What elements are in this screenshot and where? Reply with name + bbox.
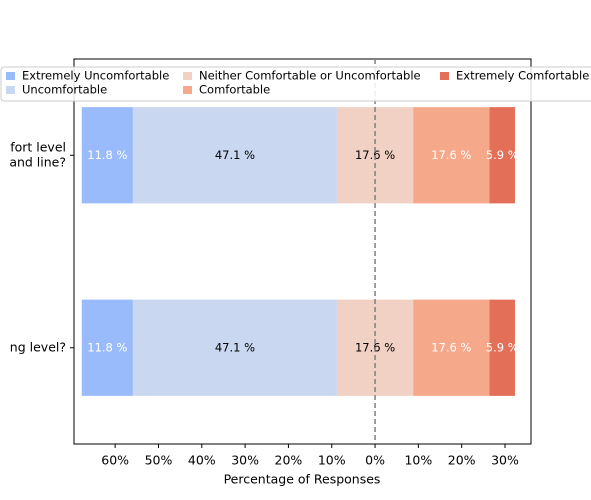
- data-label: 5.9 %: [486, 148, 519, 162]
- bar-segment: [413, 107, 490, 204]
- legend-swatch: [183, 72, 192, 80]
- x-tick-label: 20%: [448, 453, 476, 468]
- data-label: 17.6 %: [431, 340, 471, 354]
- data-label: 5.9 %: [486, 340, 519, 354]
- legend-label: Extremely Comfortable: [456, 69, 589, 83]
- data-label: 47.1 %: [215, 148, 255, 162]
- bar-segment: [489, 107, 515, 204]
- legend-label: Comfortable: [199, 83, 270, 97]
- legend-swatch: [183, 86, 192, 94]
- y-tick-label: fort level: [10, 139, 66, 154]
- legend-label: Extremely Uncomfortable: [22, 69, 169, 83]
- y-tick-label: ng level?: [10, 339, 66, 354]
- bar-segment: [81, 299, 133, 396]
- data-label: 11.8 %: [87, 340, 127, 354]
- bar-segment: [489, 299, 515, 396]
- bar-segment: [413, 299, 490, 396]
- x-tick-label: 30%: [491, 453, 519, 468]
- legend-swatch: [440, 72, 449, 80]
- x-axis-label: Percentage of Responses: [224, 472, 381, 487]
- data-label: 17.6 %: [355, 148, 395, 162]
- y-tick-label: and line?: [9, 154, 66, 169]
- x-tick-label: 60%: [101, 453, 129, 468]
- legend-swatch: [6, 86, 15, 94]
- x-tick-label: 20%: [275, 453, 303, 468]
- axes-frame: [73, 58, 532, 445]
- x-tick-label: 0%: [365, 453, 385, 468]
- bar-segment: [132, 299, 337, 396]
- legend-label: Neither Comfortable or Uncomfortable: [199, 69, 421, 83]
- bar-segment: [81, 107, 133, 204]
- legend-label: Uncomfortable: [22, 83, 107, 97]
- legend-swatch: [6, 72, 15, 80]
- x-tick-label: 50%: [145, 453, 173, 468]
- x-tick-label: 30%: [231, 453, 259, 468]
- data-label: 11.8 %: [87, 148, 127, 162]
- data-label: 47.1 %: [215, 340, 255, 354]
- x-tick-label: 10%: [318, 453, 346, 468]
- x-tick-label: 40%: [188, 453, 216, 468]
- data-label: 17.6 %: [431, 148, 471, 162]
- x-tick-label: 10%: [404, 453, 432, 468]
- bar-segment: [132, 107, 337, 204]
